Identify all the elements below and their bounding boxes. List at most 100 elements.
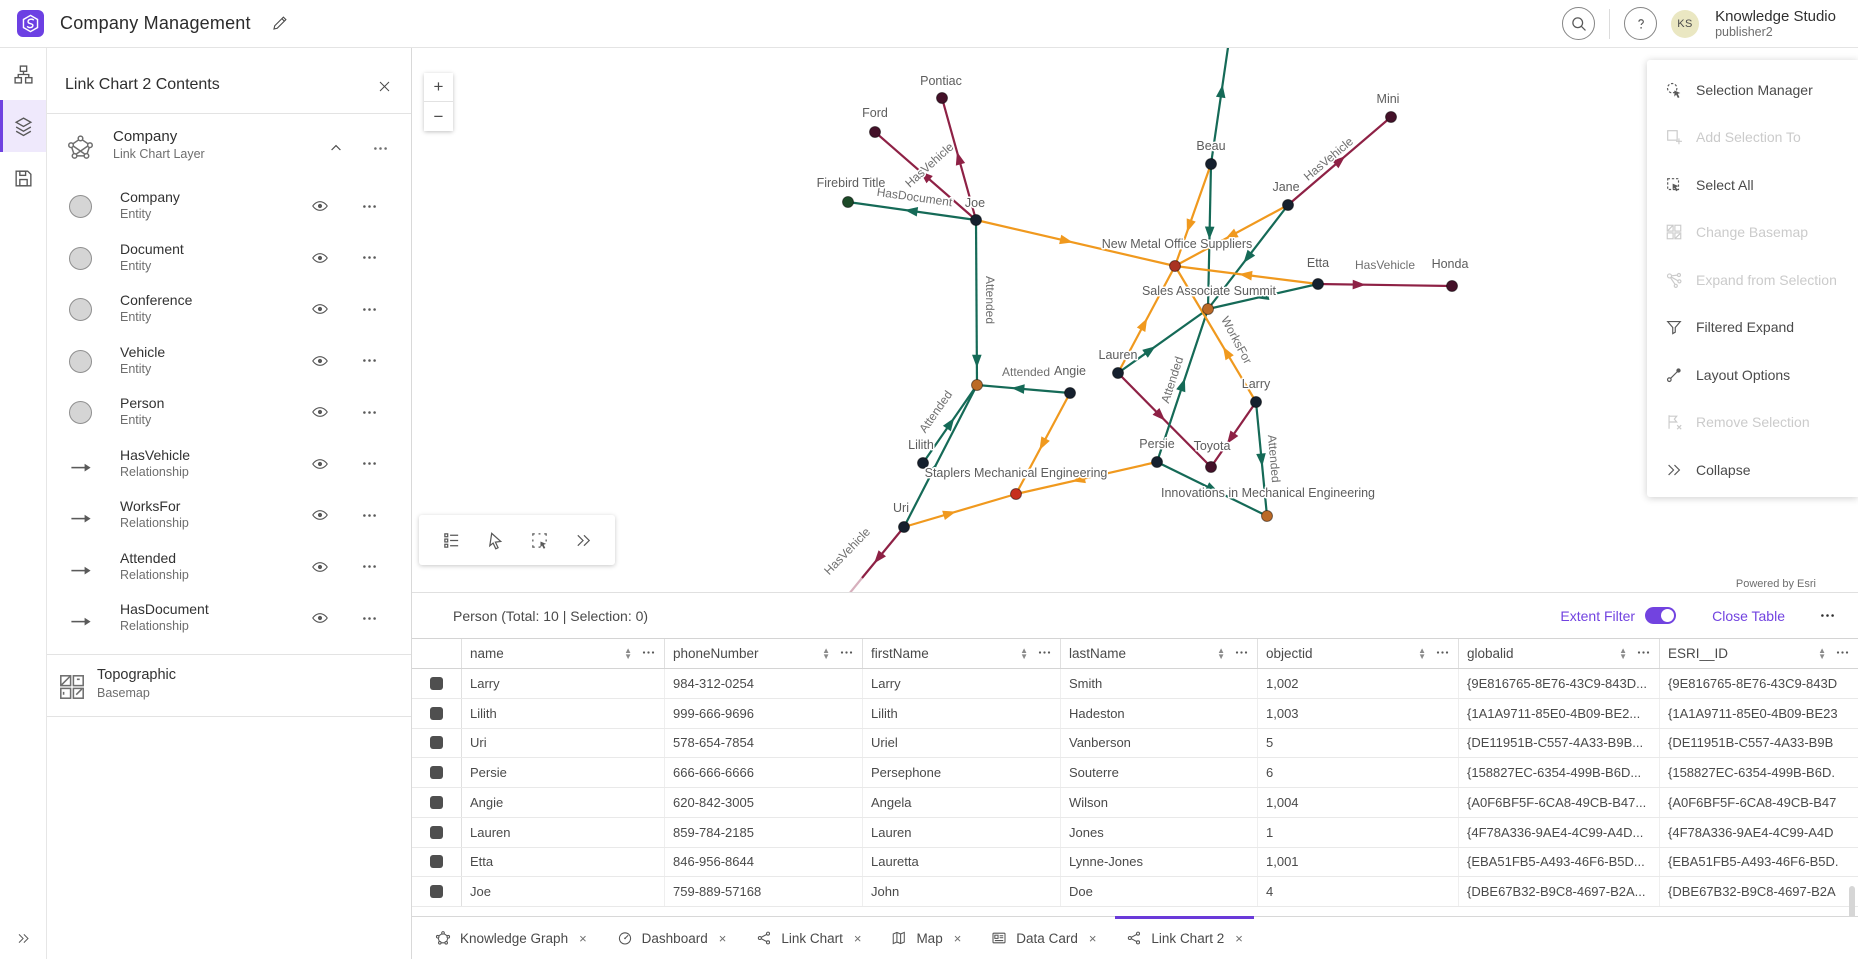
node-pontiac[interactable] — [936, 92, 948, 104]
layer-item-worksfor[interactable]: WorksFor Relationship — [47, 490, 411, 542]
sort-icon[interactable]: ▲ ▼ — [1217, 645, 1225, 661]
toolbar-double-chevron-right-button[interactable] — [566, 523, 600, 557]
column-header-firstName[interactable]: firstName ▲ ▼ — [863, 639, 1061, 668]
visibility-eye-icon[interactable] — [306, 501, 334, 529]
layer-options-ellipsis-icon[interactable] — [366, 134, 394, 162]
column-options-ellipsis-icon[interactable] — [839, 645, 854, 663]
table-row[interactable]: Joe 759-889-57168 John Doe 4 {DBE67B32-B9C8-4… — [412, 877, 1858, 907]
table-row[interactable]: Angie 620-842-3005 Angela Wilson 1,004 {A0F6B… — [412, 788, 1858, 818]
item-options-ellipsis-icon[interactable] — [355, 450, 383, 478]
row-checkbox[interactable] — [430, 795, 443, 809]
item-options-ellipsis-icon[interactable] — [355, 501, 383, 529]
edge-attended[interactable] — [1117, 308, 1209, 374]
edge-hasvehicle[interactable] — [1317, 282, 1453, 288]
close-table-button[interactable]: Close Table — [1712, 607, 1785, 624]
layer-item-hasvehicle[interactable]: HasVehicle Relationship — [47, 439, 411, 491]
item-options-ellipsis-icon[interactable] — [355, 347, 383, 375]
table-row[interactable]: Etta 846-956-8644 Lauretta Lynne-Jones 1,001… — [412, 847, 1858, 878]
row-checkbox[interactable] — [430, 706, 443, 720]
menu-item-layout-options[interactable]: Layout Options — [1647, 351, 1858, 399]
layer-item-hasdocument[interactable]: HasDocument Relationship — [47, 593, 411, 645]
node-uri[interactable] — [898, 521, 910, 533]
edge-worksfor[interactable] — [975, 218, 1176, 268]
column-header-lastName[interactable]: lastName ▲ ▼ — [1061, 639, 1258, 668]
sort-icon[interactable]: ▲ ▼ — [822, 645, 830, 661]
column-header-phoneNumber[interactable]: phoneNumber ▲ ▼ — [665, 639, 863, 668]
chevron-up-icon[interactable] — [322, 134, 350, 162]
layer-item-attended[interactable]: Attended Relationship — [47, 542, 411, 594]
rail-expand-button[interactable] — [0, 923, 46, 953]
node-honda[interactable] — [1446, 280, 1458, 292]
edge-hasvehicle[interactable] — [818, 577, 863, 592]
tab-link-chart[interactable]: Link Chart × — [741, 917, 876, 959]
node-beau[interactable] — [1205, 158, 1217, 170]
row-checkbox[interactable] — [430, 855, 443, 869]
user-avatar[interactable]: KS — [1671, 9, 1700, 38]
visibility-eye-icon[interactable] — [306, 604, 334, 632]
node-mini[interactable] — [1385, 111, 1397, 123]
column-options-ellipsis-icon[interactable] — [1234, 645, 1249, 663]
menu-item-filtered-expand[interactable]: Filtered Expand — [1647, 304, 1858, 352]
tab-link-chart-2[interactable]: Link Chart 2 × — [1111, 915, 1257, 959]
visibility-eye-icon[interactable] — [306, 347, 334, 375]
app-logo-icon[interactable] — [17, 10, 44, 37]
tab-close-icon[interactable]: × — [953, 930, 962, 946]
visibility-eye-icon[interactable] — [306, 295, 334, 323]
toolbar-legend-list-button[interactable] — [434, 523, 468, 557]
column-header-objectid[interactable]: objectid ▲ ▼ — [1258, 639, 1459, 668]
toolbar-marquee-select-button[interactable] — [522, 523, 556, 557]
column-header-globalid[interactable]: globalid ▲ ▼ — [1459, 639, 1660, 668]
item-options-ellipsis-icon[interactable] — [355, 604, 383, 632]
extent-filter-toggle[interactable] — [1645, 607, 1677, 624]
user-block[interactable]: Knowledge Studio publisher2 — [1715, 8, 1836, 40]
row-checkbox[interactable] — [430, 766, 443, 780]
node-etta[interactable] — [1312, 278, 1324, 290]
node-larry[interactable] — [1250, 396, 1262, 408]
tab-close-icon[interactable]: × — [1088, 930, 1097, 946]
table-options-ellipsis-icon[interactable] — [1819, 607, 1836, 624]
row-checkbox[interactable] — [430, 736, 443, 750]
item-options-ellipsis-icon[interactable] — [355, 398, 383, 426]
visibility-eye-icon[interactable] — [306, 450, 334, 478]
edge-attended[interactable] — [903, 384, 978, 528]
edit-title-pencil-icon[interactable] — [271, 15, 288, 32]
layer-item-person[interactable]: Person Entity — [47, 387, 411, 439]
row-checkbox[interactable] — [430, 825, 443, 839]
tab-dashboard[interactable]: Dashboard × — [602, 917, 742, 959]
menu-item-select-all[interactable]: Select All — [1647, 161, 1858, 209]
visibility-eye-icon[interactable] — [306, 553, 334, 581]
tab-knowledge-graph[interactable]: Knowledge Graph × — [420, 917, 602, 959]
menu-item-selection-manager[interactable]: Selection Manager — [1647, 66, 1858, 114]
edge-hasvehicle[interactable] — [861, 526, 905, 579]
zoom-out-button[interactable]: − — [424, 102, 453, 131]
column-options-ellipsis-icon[interactable] — [1636, 645, 1651, 663]
column-options-ellipsis-icon[interactable] — [1037, 645, 1052, 663]
rail-item-save[interactable] — [0, 152, 46, 204]
menu-item-collapse[interactable]: Collapse — [1647, 446, 1858, 494]
tab-close-icon[interactable]: × — [1235, 930, 1243, 946]
sort-icon[interactable]: ▲ ▼ — [1418, 645, 1426, 661]
edge-worksfor[interactable] — [1174, 265, 1257, 403]
tab-close-icon[interactable]: × — [718, 930, 727, 946]
layer-group-company[interactable]: Company Link Chart Layer — [47, 114, 411, 181]
layer-item-conference[interactable]: Conference Entity — [47, 284, 411, 336]
table-row[interactable]: Lilith 999-666-9696 Lilith Hadeston 1,003 {1A… — [412, 698, 1858, 729]
sort-icon[interactable]: ▲ ▼ — [624, 645, 632, 661]
edge-worksfor[interactable] — [1173, 163, 1213, 267]
column-options-ellipsis-icon[interactable] — [641, 645, 656, 663]
toolbar-cursor-button[interactable] — [478, 523, 512, 557]
node-toyota[interactable] — [1205, 461, 1217, 473]
column-options-ellipsis-icon[interactable] — [1835, 645, 1850, 663]
node-joe[interactable] — [970, 214, 982, 226]
sort-icon[interactable]: ▲ ▼ — [1020, 645, 1028, 661]
item-options-ellipsis-icon[interactable] — [355, 192, 383, 220]
table-row[interactable]: Larry 984-312-0254 Larry Smith 1,002 {9E81676… — [412, 669, 1858, 699]
column-header-name[interactable]: name ▲ ▼ — [462, 639, 665, 668]
layer-item-vehicle[interactable]: Vehicle Entity — [47, 336, 411, 388]
visibility-eye-icon[interactable] — [306, 398, 334, 426]
tab-close-icon[interactable]: × — [579, 930, 587, 946]
zoom-in-button[interactable]: + — [424, 73, 453, 102]
node-lilith[interactable] — [917, 457, 929, 469]
table-row[interactable]: Persie 666-666-6666 Persephone Souterre 6 {15… — [412, 758, 1858, 788]
column-header-ESRI__ID[interactable]: ESRI__ID ▲ ▼ — [1660, 639, 1858, 668]
